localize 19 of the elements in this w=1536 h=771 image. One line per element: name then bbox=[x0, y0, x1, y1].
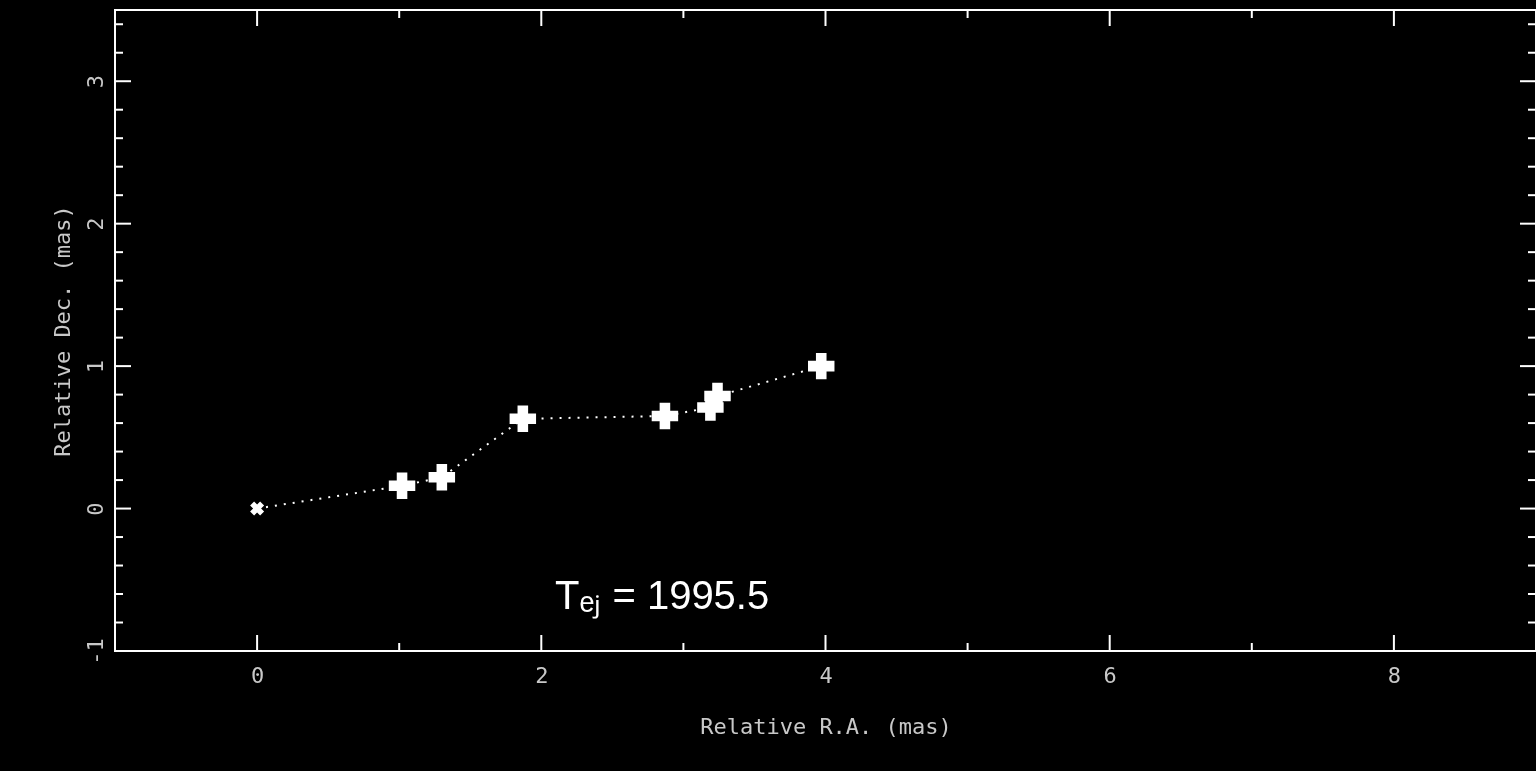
y-tick-label: -1 bbox=[82, 638, 108, 665]
point bbox=[509, 405, 537, 433]
y-tick-label: 0 bbox=[82, 502, 108, 516]
y-tick-label: 2 bbox=[82, 217, 108, 231]
point bbox=[651, 402, 679, 430]
x-tick-label: 4 bbox=[819, 662, 833, 688]
x-tick-label: 6 bbox=[1103, 662, 1117, 688]
y-axis-title: Relative Dec. (mas) bbox=[49, 205, 75, 457]
point bbox=[428, 463, 456, 491]
x-tick-label: 8 bbox=[1387, 662, 1402, 688]
point bbox=[808, 352, 835, 380]
annotation: Tₑⱼ = 1995.5 bbox=[555, 573, 770, 619]
x-axis-title: Relative R.A. (mas) bbox=[700, 713, 952, 739]
x-tick-label: 0 bbox=[250, 662, 265, 688]
point bbox=[388, 472, 416, 499]
y-tick-label: 1 bbox=[82, 359, 108, 374]
y-tick-label: 3 bbox=[82, 75, 108, 89]
point bbox=[250, 501, 265, 516]
x-tick-label: 2 bbox=[535, 662, 549, 688]
